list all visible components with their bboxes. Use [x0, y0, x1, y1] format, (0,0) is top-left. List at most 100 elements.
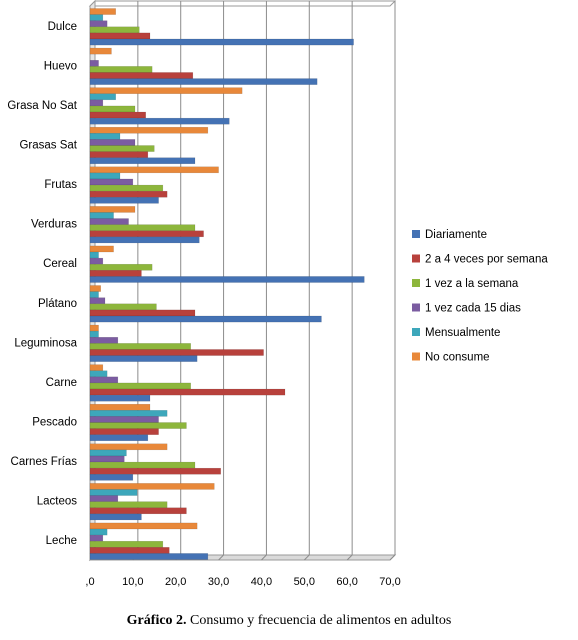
caption-label: Gráfico 2. — [126, 613, 187, 628]
legend: Diariamente 2 a 4 veces por semana 1 vez a… — [412, 229, 548, 364]
bar — [89, 394, 151, 402]
x-tick-labels: ,0 10,0 20,0 30,0 40,0 50,0 60,0 70,0 — [85, 576, 400, 588]
bar — [89, 422, 187, 429]
category-label: Grasas Sat — [19, 140, 77, 152]
figure-caption: Gráfico 2. Consumo y frecuencia de alime… — [0, 613, 578, 629]
bar — [89, 133, 121, 140]
bar — [89, 93, 116, 101]
bar — [89, 364, 104, 371]
x-tick-label: 10,0 — [122, 576, 143, 588]
legend-swatch — [412, 328, 420, 336]
bar — [89, 184, 164, 192]
bar — [89, 455, 125, 463]
legend-label: Diariamente — [425, 229, 487, 241]
bar — [89, 166, 219, 174]
caption-text: Consumo y frecuencia de alimentos en adu… — [186, 613, 452, 628]
gridline-depth — [346, 554, 353, 561]
bar — [89, 87, 243, 94]
category-label: Leguminosa — [14, 337, 77, 349]
bar — [89, 522, 198, 530]
bar — [89, 285, 101, 292]
bar — [89, 212, 114, 219]
bar — [89, 467, 221, 475]
bar — [89, 443, 168, 451]
bar — [89, 337, 119, 344]
bar — [89, 507, 187, 515]
bar — [89, 461, 196, 469]
category-label: Huevo — [44, 60, 77, 72]
bar — [89, 139, 136, 146]
legend-swatch — [412, 230, 420, 238]
bar — [89, 245, 114, 253]
bar — [89, 540, 164, 548]
bar — [89, 145, 155, 152]
bar — [89, 376, 119, 384]
gridline-depth — [389, 554, 396, 561]
gridline-depth — [303, 554, 310, 561]
legend-label: Mensualmente — [425, 327, 500, 339]
bar — [89, 60, 99, 67]
bar — [89, 382, 191, 390]
bar — [89, 47, 112, 55]
bar — [89, 483, 215, 490]
bar — [89, 501, 168, 508]
bar — [89, 428, 159, 435]
bar — [89, 197, 159, 204]
category-label: Verduras — [31, 219, 77, 231]
bar — [89, 117, 230, 125]
bar — [89, 547, 170, 554]
bar — [89, 291, 99, 298]
bar — [89, 513, 142, 521]
legend-label: 2 a 4 veces por semana — [425, 254, 548, 266]
bar — [89, 126, 209, 134]
bar — [89, 270, 142, 277]
bar — [89, 38, 354, 46]
gridline-depth — [261, 554, 267, 561]
bar — [89, 206, 136, 213]
category-label: Carne — [46, 377, 77, 389]
bar — [89, 416, 159, 423]
x-tick-label: 50,0 — [294, 576, 315, 588]
bar — [89, 324, 99, 332]
bar — [89, 276, 365, 283]
x-tick-label: ,0 — [85, 576, 94, 588]
bar — [89, 218, 129, 225]
bar — [89, 111, 146, 119]
bar — [89, 297, 106, 305]
category-label: Carnes Frías — [11, 456, 78, 468]
bar — [89, 495, 119, 502]
bar — [89, 230, 204, 238]
category-labels: Dulce Huevo Grasa No Sat Grasas Sat Frutas Ve… — [7, 21, 77, 547]
category-label: Pescado — [32, 417, 77, 429]
legend-label: 1 vez cada 15 dias — [425, 303, 521, 315]
bar — [89, 72, 194, 79]
bar — [89, 370, 108, 378]
x-tick-label: 20,0 — [165, 576, 186, 588]
bar — [89, 172, 121, 180]
legend-label: No consume — [425, 352, 490, 364]
bar — [89, 236, 200, 244]
bar — [89, 99, 104, 107]
bar — [89, 474, 134, 481]
bar — [89, 105, 136, 113]
bar — [89, 14, 104, 21]
bar — [89, 151, 149, 158]
bar — [89, 157, 196, 165]
bar — [89, 489, 138, 496]
bar — [89, 251, 99, 259]
bar — [89, 528, 108, 536]
x-tick-label: 40,0 — [251, 576, 272, 588]
bar — [89, 403, 151, 411]
bar — [89, 330, 99, 338]
category-label: Lacteos — [37, 496, 78, 508]
legend-label: 1 vez a la semana — [425, 278, 519, 290]
bar — [89, 224, 196, 231]
legend-swatch — [412, 352, 420, 361]
gridline-depth — [218, 554, 224, 561]
bar — [89, 190, 168, 198]
bar — [89, 263, 153, 271]
category-label: Dulce — [48, 21, 77, 33]
category-label: Grasa No Sat — [7, 100, 77, 112]
bars — [89, 8, 365, 560]
bar — [89, 309, 196, 317]
